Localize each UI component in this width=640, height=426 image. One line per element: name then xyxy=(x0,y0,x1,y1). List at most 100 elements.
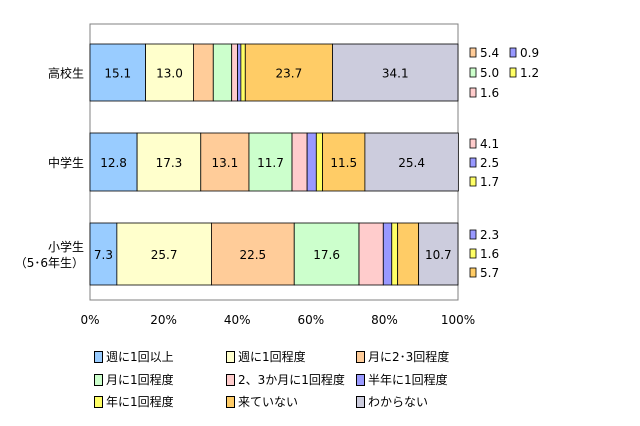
side-label-swatch xyxy=(469,47,477,58)
data-label: 11.5 xyxy=(330,156,357,170)
legend-label: 月に2･3回程度 xyxy=(368,350,450,364)
category-label: 高校生 xyxy=(48,66,84,81)
side-value-label: 1.7 xyxy=(480,175,499,189)
legend-item: 月に2･3回程度 xyxy=(356,350,449,364)
x-tick-label: 100% xyxy=(441,313,475,327)
side-label-swatch xyxy=(469,267,477,278)
bar-segment xyxy=(315,132,323,192)
x-tick-label: 0% xyxy=(80,313,99,327)
legend-swatch xyxy=(226,396,235,408)
x-tick-label: 80% xyxy=(371,313,398,327)
legend-label: 半年に1回程度 xyxy=(368,373,448,387)
data-label: 22.5 xyxy=(239,248,266,262)
side-label-swatch xyxy=(469,176,477,187)
side-label-swatch xyxy=(469,229,477,240)
legend-item: 来ていない xyxy=(226,395,298,409)
bar-segment xyxy=(418,222,459,286)
legend-item: 月に1回程度 xyxy=(94,373,174,387)
bar-segment xyxy=(211,222,295,286)
legend-swatch xyxy=(356,396,365,408)
legend-swatch xyxy=(94,351,103,363)
bar-segment xyxy=(89,43,146,102)
data-label: 7.3 xyxy=(94,248,113,262)
side-value-label: 2.3 xyxy=(480,228,499,242)
bar-segment xyxy=(322,132,366,192)
legend-label: 週に1回以上 xyxy=(106,350,174,364)
category-label: （5･6年生） xyxy=(15,256,84,270)
x-tick-label: 20% xyxy=(150,313,177,327)
bar-segment xyxy=(193,43,214,102)
bar-segment xyxy=(240,43,246,102)
bar-segment xyxy=(89,132,138,192)
legend-swatch xyxy=(94,396,103,408)
side-value-label: 5.7 xyxy=(480,266,499,280)
side-value-label: 1.6 xyxy=(480,86,499,100)
bar-segment xyxy=(397,222,420,286)
data-label: 13.1 xyxy=(212,156,239,170)
bar-segment xyxy=(382,222,393,286)
category-label: 小学生 xyxy=(48,239,84,254)
data-label: 11.7 xyxy=(257,156,284,170)
legend-swatch xyxy=(226,374,235,386)
data-label: 34.1 xyxy=(382,67,409,81)
legend-label: 年に1回程度 xyxy=(106,395,174,409)
bar-segment xyxy=(364,132,459,192)
data-label: 13.0 xyxy=(156,67,183,81)
side-label-swatch xyxy=(469,157,477,168)
side-value-label: 5.4 xyxy=(480,46,499,60)
data-label: 17.3 xyxy=(156,156,183,170)
legend-swatch xyxy=(226,351,235,363)
data-label: 17.6 xyxy=(313,248,340,262)
legend-item: 2、3か月に1回程度 xyxy=(226,373,345,387)
side-value-label: 4.1 xyxy=(480,137,499,151)
side-label-swatch xyxy=(469,87,477,98)
side-label-swatch xyxy=(509,47,517,58)
side-value-label: 5.0 xyxy=(480,66,499,80)
bar-segment xyxy=(244,43,333,102)
bar-segment xyxy=(200,132,250,192)
x-tick-label: 60% xyxy=(297,313,324,327)
legend-label: 来ていない xyxy=(238,395,299,409)
side-value-label: 2.5 xyxy=(480,156,499,170)
bar-segment xyxy=(332,43,459,102)
bar-segment xyxy=(293,222,360,286)
x-tick-label: 40% xyxy=(224,313,251,327)
data-label: 25.4 xyxy=(398,156,425,170)
bar-segment xyxy=(116,222,212,286)
legend-item: 半年に1回程度 xyxy=(356,373,448,387)
bar-segment xyxy=(358,222,384,286)
bar-segment xyxy=(212,43,233,102)
data-label: 12.8 xyxy=(100,156,127,170)
side-value-label: 0.9 xyxy=(520,46,539,60)
legend-swatch xyxy=(356,351,365,363)
side-label-swatch xyxy=(509,67,517,78)
bar-segment xyxy=(306,132,317,192)
legend-label: 月に1回程度 xyxy=(106,373,174,387)
bar-segment xyxy=(237,43,242,102)
legend-item: 週に1回程度 xyxy=(226,350,306,364)
bar-segment xyxy=(291,132,308,192)
legend-swatch xyxy=(94,374,103,386)
legend-label: 2、3か月に1回程度 xyxy=(238,373,345,387)
data-label: 23.7 xyxy=(276,67,303,81)
data-label: 25.7 xyxy=(151,248,178,262)
legend-label: わからない xyxy=(368,395,429,409)
bar-segment xyxy=(391,222,399,286)
bar-segment xyxy=(89,222,118,286)
legend-item: わからない xyxy=(356,395,428,409)
legend: 週に1回以上 週に1回程度 月に2･3回程度月に1回程度 2、3か月に1回程度 半年に1… xyxy=(94,350,514,416)
data-label: 15.1 xyxy=(104,67,131,81)
legend-item: 週に1回以上 xyxy=(94,350,174,364)
bar-segment xyxy=(136,132,202,192)
bar-segment xyxy=(231,43,238,102)
data-label: 10.7 xyxy=(425,248,452,262)
side-label-swatch xyxy=(469,138,477,149)
legend-item: 年に1回程度 xyxy=(94,395,174,409)
side-value-label: 1.6 xyxy=(480,247,499,261)
legend-label: 週に1回程度 xyxy=(238,350,306,364)
legend-swatch xyxy=(356,374,365,386)
side-label-swatch xyxy=(469,67,477,78)
bar-segment xyxy=(248,132,293,192)
side-value-label: 1.2 xyxy=(520,66,539,80)
